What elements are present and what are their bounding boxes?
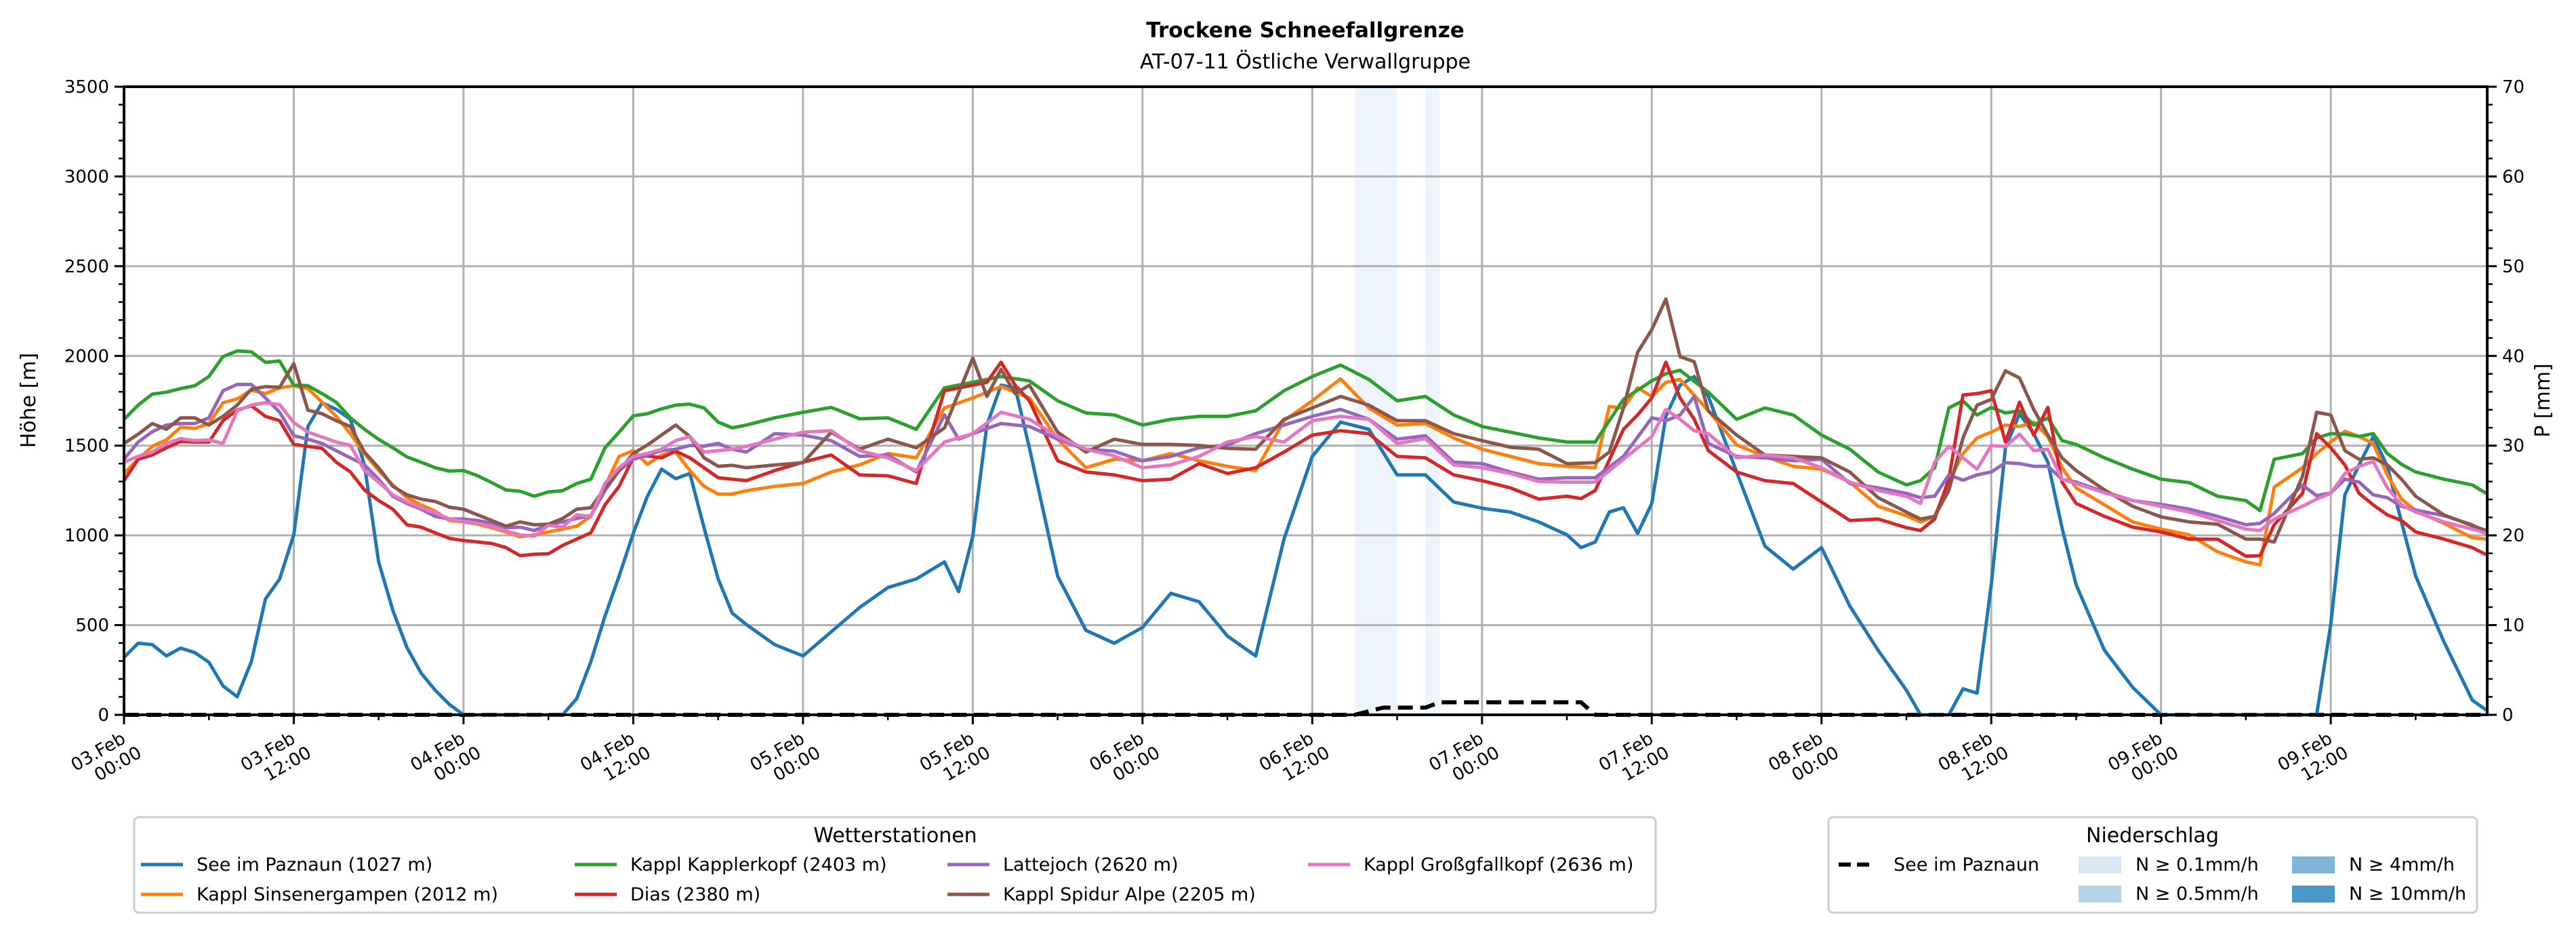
y2-tick-label: 0 <box>2502 705 2514 726</box>
precip-legend-line-label: See im Paznaun <box>1894 854 2039 875</box>
precip-legend-swatch <box>2079 856 2121 873</box>
precip-legend-swatch <box>2292 856 2335 873</box>
y-tick-label: 2500 <box>64 257 109 277</box>
y2-tick-label: 60 <box>2502 167 2524 187</box>
chart-subtitle: AT-07-11 Östliche Verwallgruppe <box>1140 49 1471 74</box>
legend-label: Kappl Großgfallkopf (2636 m) <box>1364 854 1633 875</box>
y-tick-label: 0 <box>98 705 109 726</box>
series-line-6 <box>123 400 2487 538</box>
y-tick-label: 1000 <box>64 526 109 546</box>
y2-tick-label: 20 <box>2502 526 2524 546</box>
y-axis-label: Höhe [m] <box>17 353 41 449</box>
legend-label: Kappl Spidur Alpe (2205 m) <box>1003 884 1256 905</box>
y2-tick-label: 30 <box>2502 436 2524 457</box>
precip-legend: Niederschlag See im Paznaun N ≥ 0.1mm/h N… <box>1827 816 2478 914</box>
precip-legend-swatch <box>2292 886 2335 903</box>
legend-label: Kappl Kapplerkopf (2403 m) <box>630 854 887 875</box>
y-tick-label: 1500 <box>64 436 109 457</box>
y2-tick-label: 10 <box>2502 616 2524 636</box>
series-line-5 <box>123 297 2487 544</box>
precip-line-see-im-paznaun <box>124 700 2487 717</box>
station-legend-title: Wetterstationen <box>813 824 977 848</box>
series-line-2 <box>123 349 2487 513</box>
precip-legend-swatch <box>2079 886 2121 903</box>
station-legend-frame <box>133 816 1657 914</box>
legend-label: See im Paznaun (1027 m) <box>197 854 432 875</box>
legend-label: Lattejoch (2620 m) <box>1003 854 1179 875</box>
series-layer <box>122 297 2488 717</box>
y2-tick-label: 50 <box>2502 257 2524 277</box>
precip-legend-label: N ≥ 0.1mm/h <box>2135 854 2259 875</box>
series-line-0 <box>123 375 2488 717</box>
grid-layer <box>124 87 2487 715</box>
series-line-3 <box>122 360 2487 558</box>
chart-title: Trockene Schneefallgrenze <box>1146 18 1465 43</box>
precip-legend-title: Niederschlag <box>2086 824 2219 848</box>
legend-label: Dias (2380 m) <box>630 884 760 905</box>
plot-frame <box>123 85 2489 716</box>
y-tick-label: 2000 <box>64 346 109 367</box>
precip-legend-label: N ≥ 4mm/h <box>2349 854 2455 875</box>
y-tick-label: 500 <box>75 616 109 636</box>
precip-legend-label: N ≥ 0.5mm/h <box>2135 884 2259 905</box>
legend-label: Kappl Sinsenergampen (2012 m) <box>197 884 498 905</box>
y2-tick-label: 70 <box>2502 77 2524 98</box>
precip-layer <box>124 700 2487 717</box>
y-tick-label: 3000 <box>64 167 109 187</box>
y-tick-label: 3500 <box>64 77 109 98</box>
precip-legend-label: N ≥ 10mm/h <box>2349 884 2466 905</box>
y2-tick-label: 40 <box>2502 346 2524 367</box>
y2-axis-label: P [mm] <box>2531 363 2555 437</box>
station-legend: Wetterstationen See im Paznaun (1027 m) K… <box>133 816 1657 914</box>
series-line-1 <box>123 377 2487 567</box>
